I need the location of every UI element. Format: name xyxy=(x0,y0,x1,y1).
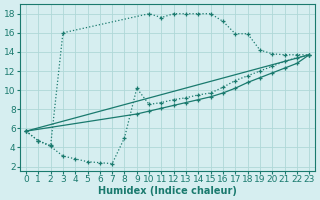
X-axis label: Humidex (Indice chaleur): Humidex (Indice chaleur) xyxy=(98,186,237,196)
